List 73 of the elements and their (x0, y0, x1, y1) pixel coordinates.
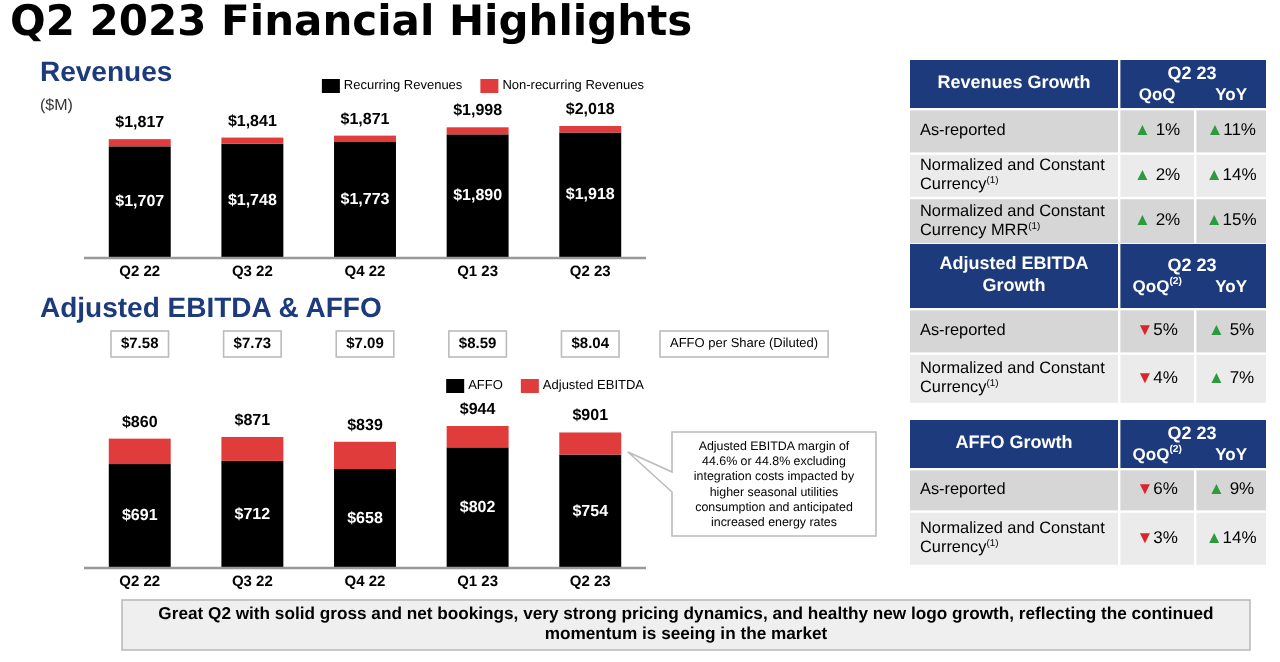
text: ▲ 7% (1208, 367, 1255, 388)
chart-title: Q2 2023 Financial Highlights (10, 0, 693, 46)
total-label: $1,817 (115, 113, 166, 132)
data-label: $691 (121, 506, 159, 525)
bar (446, 127, 509, 135)
category-label: As-reported (920, 480, 1006, 499)
chart-title: Adjusted EBITDA & AFFO (40, 291, 382, 324)
bar (446, 447, 509, 568)
bar (221, 137, 284, 144)
bar (334, 142, 396, 258)
category-label: YoY (1215, 444, 1248, 465)
bar (559, 126, 622, 133)
bar (334, 469, 396, 568)
text: ▲ 9% (1208, 478, 1255, 499)
data-label: $1,748 (227, 191, 278, 210)
category-label: QoQ$^{(2)}$ (1132, 276, 1183, 297)
bar (108, 438, 171, 465)
data-label: $712 (234, 504, 272, 523)
category-label: As-reported (920, 121, 1006, 140)
chart-subtitle: Revenues (40, 55, 173, 88)
text: ▼4% (1136, 367, 1178, 388)
data-label: $754 (572, 501, 610, 520)
text: ▲14% (1205, 164, 1257, 185)
text: Q2 23 (1167, 62, 1217, 83)
category-label: YoY (1215, 84, 1248, 105)
bar (559, 454, 622, 568)
total-label: $860 (121, 412, 159, 431)
text: ▲ 1% (1134, 119, 1181, 140)
bar (108, 146, 171, 258)
bar (334, 441, 396, 470)
bar (446, 426, 509, 448)
text: Q2 23 (1167, 422, 1217, 443)
text: ▼5% (1136, 319, 1178, 340)
total-label: $839 (347, 415, 384, 434)
data-label: $658 (347, 508, 384, 527)
total-label: $901 (572, 406, 610, 425)
total-label: $1,998 (453, 101, 504, 120)
bar (221, 436, 284, 461)
data-label: $1,773 (340, 190, 391, 209)
data-label: $1,918 (565, 185, 616, 204)
text: ▲15% (1205, 209, 1257, 230)
text: ▲ 5% (1208, 319, 1255, 340)
category-label: QoQ (1138, 84, 1177, 105)
total-label: $871 (234, 410, 272, 429)
data-label: $1,707 (115, 192, 166, 211)
total-label: $2,018 (565, 100, 616, 118)
total-label: $1,841 (227, 111, 278, 130)
total-label: $1,871 (340, 109, 391, 128)
bar (446, 134, 509, 258)
bar (334, 135, 396, 143)
category-label: YoY (1215, 276, 1248, 297)
text: ▲ 2% (1134, 209, 1181, 230)
text: ▲ 2% (1134, 164, 1181, 185)
text: Great Q2 with solid gross and net bookings, very strong pricing dynamics, and healthy new logo growth, reflecting the continued momentum is seeing in the market (158, 603, 1214, 644)
total-label: $944 (459, 400, 497, 418)
bar (221, 460, 284, 568)
category-label: QoQ$^{(2)}$ (1132, 444, 1183, 465)
text: Adjusted EBITDA Growth (939, 253, 1090, 296)
text: ▼6% (1136, 478, 1178, 499)
text: ▼3% (1136, 527, 1178, 548)
data-label: $802 (459, 497, 497, 516)
bar (559, 132, 622, 258)
text: ▲11% (1206, 119, 1257, 140)
y-axis-title: ($M) (40, 96, 74, 115)
text: Revenues Growth (937, 72, 1091, 93)
bar (108, 464, 171, 568)
bar (559, 432, 622, 455)
text: AFFO Growth (955, 432, 1073, 453)
bar (108, 139, 171, 147)
category-label: As-reported (920, 321, 1006, 340)
bar (221, 143, 284, 258)
text: ▲14% (1205, 527, 1257, 548)
data-label: $1,890 (453, 186, 504, 205)
